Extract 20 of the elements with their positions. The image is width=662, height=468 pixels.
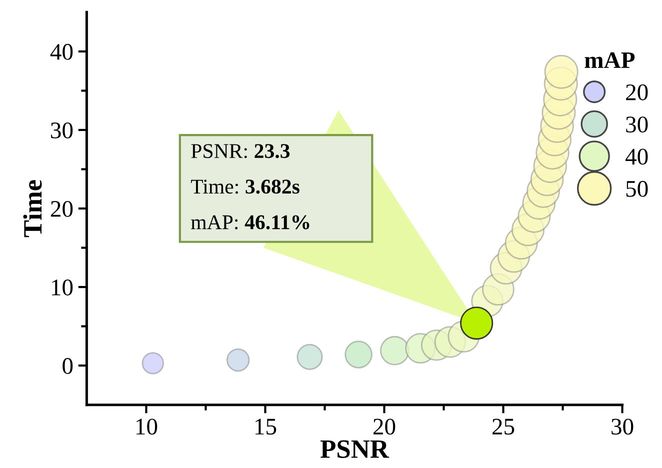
y-tick-label: 40 xyxy=(50,44,73,60)
y-tick-label: 0 xyxy=(62,358,73,374)
legend-label: 30 xyxy=(626,116,648,132)
x-tick-label: 20 xyxy=(373,418,396,435)
annotation: mAP: 46.11% xyxy=(191,215,310,230)
y-tick-label: 20 xyxy=(50,200,73,217)
legend-title: mAP xyxy=(584,52,635,68)
annotation: PSNR: 23.3 xyxy=(191,144,290,158)
legend-label: 50 xyxy=(626,180,648,197)
legend-label: 20 xyxy=(626,84,648,100)
y-tick-label: 30 xyxy=(51,122,73,138)
x-tick-label: 15 xyxy=(256,418,276,435)
x-tick-label: 25 xyxy=(492,418,514,435)
annotation: Time: 3.682s xyxy=(191,180,300,194)
y-tick-label: 10 xyxy=(52,280,73,296)
x-tick-label: 10 xyxy=(136,418,158,435)
x-axis-title: PSNR xyxy=(320,440,390,458)
y-axis-title: Time xyxy=(23,180,42,238)
x-tick-label: 30 xyxy=(612,418,634,435)
legend-label: 40 xyxy=(626,148,648,165)
